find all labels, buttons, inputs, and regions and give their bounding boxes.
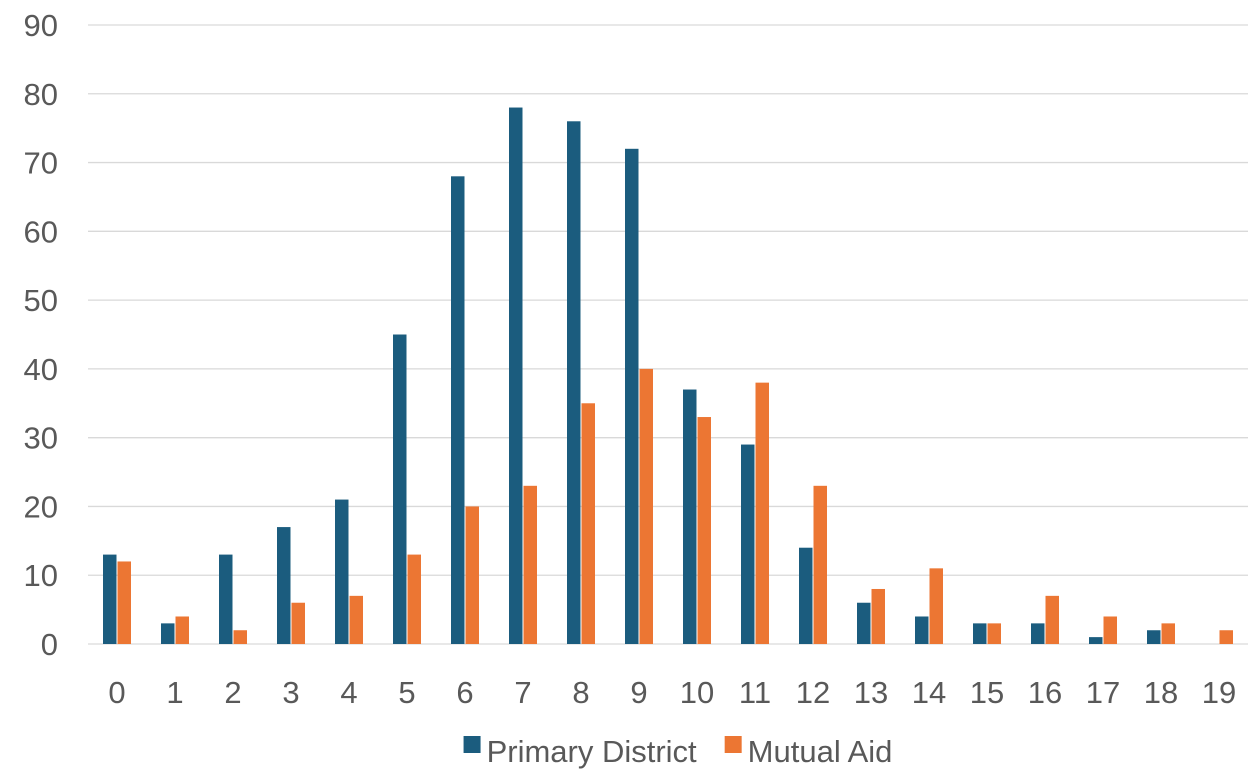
y-axis-tick-labels: 0 10 20 30 40 50 60 70 80 90 [24,8,58,662]
x-tick-label: 19 [1202,675,1236,710]
gridlines [88,24,1248,645]
y-tick-label: 40 [24,352,58,387]
bar-primary-district-0 [103,554,117,644]
x-tick-label: 15 [970,675,1004,710]
bar-mutual-aid-17 [1103,616,1117,644]
x-tick-label: 9 [630,675,647,710]
legend-label-primary-district: Primary District [487,734,697,769]
bars [103,107,1233,645]
bar-mutual-aid-9 [639,368,653,644]
x-tick-label: 2 [224,675,241,710]
bar-primary-district-17 [1089,637,1103,644]
bar-mutual-aid-11 [755,382,769,644]
bar-mutual-aid-1 [175,616,189,644]
bar-mutual-aid-0 [117,561,131,644]
bar-mutual-aid-12 [813,485,827,644]
x-tick-label: 7 [514,675,531,710]
x-tick-label: 4 [340,675,357,710]
bar-primary-district-12 [799,547,813,644]
bar-mutual-aid-18 [1161,623,1175,644]
x-tick-label: 6 [456,675,473,710]
legend-label-mutual-aid: Mutual Aid [748,734,893,769]
y-tick-label: 50 [24,283,58,318]
bar-mutual-aid-14 [929,568,943,644]
bar-primary-district-8 [567,121,581,645]
bar-mutual-aid-8 [581,403,595,644]
bar-mutual-aid-2 [233,630,247,644]
bar-mutual-aid-19 [1219,630,1233,644]
x-tick-label: 16 [1028,675,1062,710]
legend: Primary District Mutual Aid [463,734,893,769]
bar-mutual-aid-10 [697,417,711,644]
bar-mutual-aid-13 [871,588,885,644]
y-tick-label: 60 [24,214,58,249]
bar-primary-district-5 [393,334,407,644]
y-tick-label: 70 [24,146,58,181]
bar-mutual-aid-5 [407,554,421,644]
bar-primary-district-13 [857,602,871,644]
bar-mutual-aid-3 [291,602,305,644]
bar-primary-district-10 [683,389,697,644]
bar-primary-district-2 [219,554,233,644]
x-tick-label: 10 [680,675,714,710]
y-tick-label: 90 [24,8,58,43]
x-tick-label: 3 [282,675,299,710]
x-tick-label: 11 [739,675,771,710]
bar-mutual-aid-16 [1045,595,1059,644]
x-tick-label: 8 [572,675,589,710]
bar-primary-district-1 [161,623,175,644]
x-tick-label: 1 [166,675,183,710]
x-tick-label: 17 [1086,675,1120,710]
y-tick-label: 80 [24,77,58,112]
bar-mutual-aid-7 [523,485,537,644]
y-tick-label: 0 [41,627,58,662]
x-tick-label: 0 [108,675,125,710]
bar-primary-district-16 [1031,623,1045,644]
y-tick-label: 10 [24,558,58,593]
x-tick-label: 13 [854,675,888,710]
bar-primary-district-4 [335,499,349,644]
bar-mutual-aid-15 [987,623,1001,644]
bar-primary-district-6 [451,176,465,645]
bar-primary-district-11 [741,444,755,644]
bar-mutual-aid-6 [465,506,479,644]
x-tick-label: 18 [1144,675,1178,710]
y-tick-label: 20 [24,489,58,524]
bar-primary-district-18 [1147,630,1161,644]
legend-swatch-primary-district [463,736,481,753]
bar-primary-district-14 [915,616,929,644]
x-tick-label: 12 [796,675,830,710]
bar-primary-district-7 [509,107,523,645]
legend-swatch-mutual-aid [724,736,742,753]
bar-primary-district-9 [625,148,639,645]
x-axis-tick-labels: 0 1 2 3 4 5 6 7 8 9 10 11 12 13 14 15 16 17 18 19 [108,675,1236,710]
x-tick-label: 14 [912,675,946,710]
bar-mutual-aid-4 [349,595,363,644]
bar-primary-district-15 [973,623,987,644]
x-tick-label: 5 [398,675,415,710]
y-tick-label: 30 [24,421,58,456]
bar-primary-district-3 [277,527,291,644]
